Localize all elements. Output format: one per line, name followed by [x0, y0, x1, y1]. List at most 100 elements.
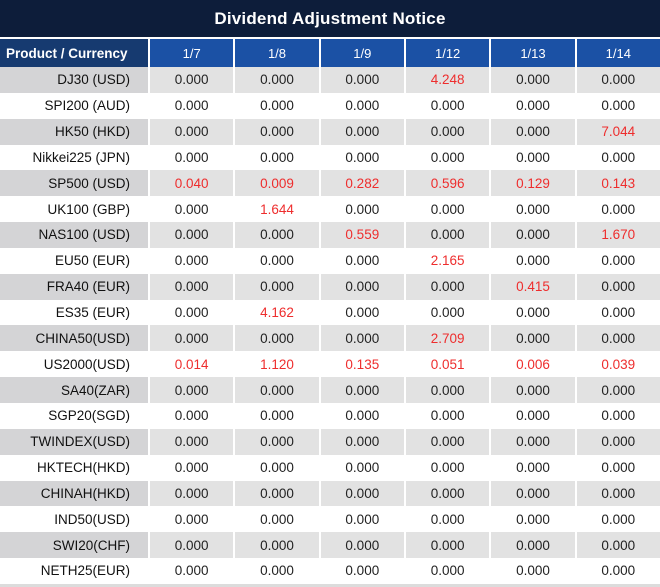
value-cell: 0.000 [318, 196, 404, 223]
value-cell: 0.000 [403, 428, 490, 455]
value-cell: 0.000 [318, 454, 404, 481]
value-cell: 0.000 [489, 428, 575, 455]
value-cell: 0.000 [233, 67, 319, 93]
value-cell: 0.000 [148, 92, 233, 119]
product-cell: Nikkei225 (JPN) [32, 149, 130, 165]
value-cell: 0.000 [489, 196, 574, 223]
value-cell: 0.000 [233, 532, 319, 559]
value-cell: 0.000 [489, 558, 574, 584]
value-cell: 0.000 [148, 402, 233, 429]
product-cell: IND50(USD) [54, 511, 130, 527]
value-cell: 0.000 [148, 118, 234, 145]
value-cell: 1.644 [233, 196, 318, 223]
value-cell: 0.559 [318, 222, 404, 248]
product-cell: SPI200 (AUD) [44, 98, 130, 114]
product-cell: FRA40 (EUR) [0, 273, 148, 300]
product-cell: SA40(ZAR) [0, 377, 148, 403]
value-cell: 0.000 [148, 247, 233, 274]
date-header: 1/9 [318, 39, 404, 67]
value-cell: 0.000 [318, 299, 404, 326]
data-row: SP500 (USD) 0.040 0.009 0.282 0.596 0.129 0.14… [0, 170, 660, 197]
value-cell: 0.000 [489, 532, 575, 559]
value-cell: 0.000 [489, 480, 575, 507]
value-cell: 0.000 [148, 222, 234, 248]
value-cell: 0.282 [318, 170, 404, 197]
value-cell: 0.000 [574, 92, 660, 119]
value-cell: 0.000 [574, 299, 660, 326]
value-cell: 0.000 [403, 480, 490, 507]
value-cell: 0.000 [318, 67, 404, 93]
value-cell: 0.009 [233, 170, 319, 197]
value-cell: 0.000 [233, 480, 319, 507]
value-cell: 0.415 [489, 273, 575, 300]
value-cell: 0.000 [574, 558, 660, 584]
value-cell: 0.000 [318, 480, 404, 507]
value-cell: 0.000 [574, 402, 660, 429]
value-cell: 0.000 [318, 558, 404, 584]
value-cell: 0.000 [148, 558, 233, 584]
data-row: FRA40 (EUR) 0.000 0.000 0.000 0.000 0.415 0.00… [0, 273, 660, 300]
value-cell: 0.000 [318, 92, 404, 119]
value-cell: 0.000 [489, 92, 574, 119]
value-cell: 0.000 [318, 325, 404, 352]
value-cell: 0.000 [403, 402, 489, 429]
value-cell: 0.000 [233, 92, 318, 119]
value-cell: 0.000 [574, 144, 660, 171]
value-cell: 0.000 [233, 144, 318, 171]
value-cell: 0.596 [403, 170, 490, 197]
value-cell: 0.000 [403, 377, 490, 403]
value-cell: 0.000 [318, 273, 404, 300]
value-cell: 0.000 [574, 273, 660, 300]
value-cell: 0.000 [403, 196, 489, 223]
value-cell: 0.000 [574, 480, 660, 507]
value-cell: 0.000 [403, 532, 490, 559]
table-body: DJ30 (USD) 0.000 0.000 0.000 4.248 0.000 0.000… [0, 67, 660, 584]
value-cell: 0.000 [574, 428, 660, 455]
data-row: CHINAH(HKD) 0.000 0.000 0.000 0.000 0.000 0.00… [0, 480, 660, 507]
value-cell: 0.000 [233, 222, 319, 248]
data-row: DJ30 (USD) 0.000 0.000 0.000 4.248 0.000 0.000 [0, 67, 660, 93]
data-row: US2000(USD) 0.014 1.120 0.135 0.051 0.006 0.03… [0, 351, 660, 378]
date-header: 1/8 [233, 39, 319, 67]
data-row: IND50(USD) 0.000 0.000 0.000 0.000 0.000 0.000 [0, 506, 660, 533]
product-cell: HKTECH(HKD) [37, 460, 130, 476]
value-cell: 0.129 [489, 170, 575, 197]
value-cell: 0.000 [489, 144, 574, 171]
value-cell: 0.000 [489, 454, 574, 481]
data-row: ES35 (EUR) 0.000 4.162 0.000 0.000 0.000 0.000 [0, 299, 660, 326]
value-cell: 2.165 [403, 247, 489, 274]
value-cell: 0.051 [403, 351, 489, 378]
product-cell: CHINAH(HKD) [0, 480, 148, 507]
product-cell: US2000(USD) [43, 356, 130, 372]
value-cell: 0.000 [148, 454, 233, 481]
page-title: Dividend Adjustment Notice [214, 8, 446, 28]
value-cell: 0.000 [489, 247, 574, 274]
value-cell: 0.000 [318, 428, 404, 455]
value-cell: 2.709 [403, 325, 490, 352]
value-cell: 0.000 [148, 299, 233, 326]
bottom-strip [0, 584, 660, 587]
value-cell: 0.000 [574, 67, 660, 93]
value-cell: 0.000 [233, 118, 319, 145]
value-cell: 0.000 [233, 558, 318, 584]
value-cell: 0.000 [148, 480, 234, 507]
value-cell: 0.000 [318, 506, 404, 533]
header-row: Product / Currency 1/7 1/8 1/9 1/12 1/13 1/14 [0, 37, 660, 67]
value-cell: 0.135 [318, 351, 404, 378]
product-cell: DJ30 (USD) [0, 67, 148, 93]
data-row: Nikkei225 (JPN) 0.000 0.000 0.000 0.000 0.000… [0, 144, 660, 171]
value-cell: 0.000 [489, 118, 575, 145]
product-currency-header: Product / Currency [0, 39, 148, 67]
product-cell: TWINDEX(USD) [0, 428, 148, 455]
data-row: HKTECH(HKD) 0.000 0.000 0.000 0.000 0.000 0.00… [0, 454, 660, 481]
value-cell: 0.000 [233, 428, 319, 455]
value-cell: 0.000 [233, 454, 318, 481]
value-cell: 0.000 [489, 325, 575, 352]
value-cell: 0.000 [148, 325, 234, 352]
value-cell: 0.006 [489, 351, 574, 378]
title-bar: Dividend Adjustment Notice [0, 0, 660, 37]
value-cell: 0.000 [574, 532, 660, 559]
data-row: EU50 (EUR) 0.000 0.000 0.000 2.165 0.000 0.000 [0, 247, 660, 274]
value-cell: 0.000 [318, 144, 404, 171]
